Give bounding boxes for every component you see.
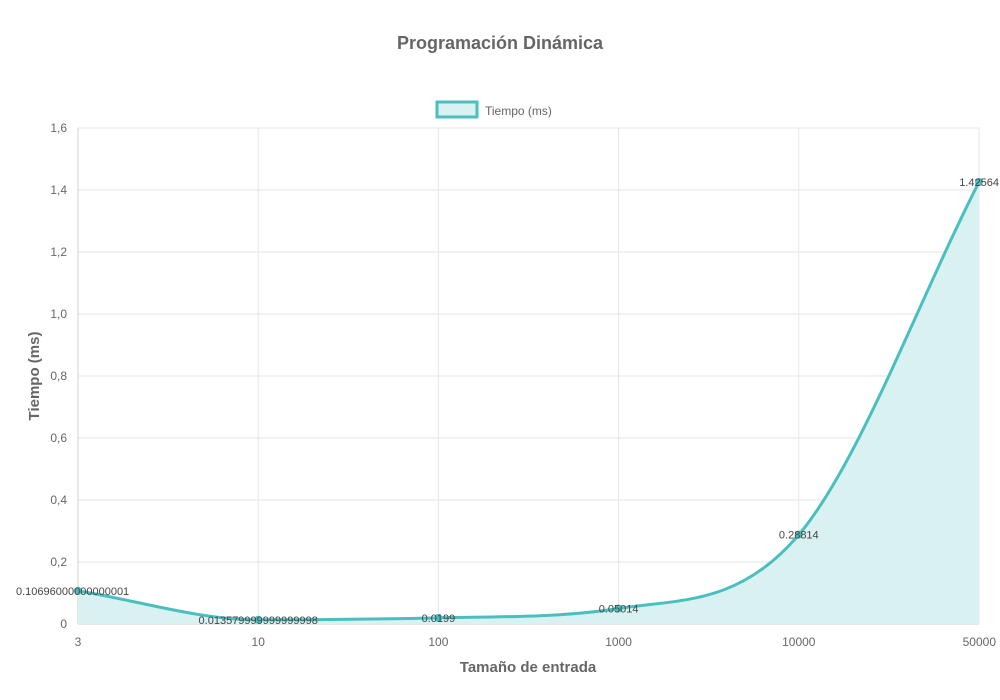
series-area xyxy=(78,182,979,624)
data-label: 0.05014 xyxy=(599,603,639,615)
legend[interactable]: Tiempo (ms) xyxy=(435,100,552,119)
y-tick-label: 0,6 xyxy=(50,431,67,445)
y-axis-title: Tiempo (ms) xyxy=(26,332,43,421)
data-label: 0.013579999999999998 xyxy=(199,615,318,627)
y-tick-label: 0 xyxy=(60,617,67,631)
x-tick-label: 10 xyxy=(252,635,266,649)
y-axis-ticks: 0 0,2 0,4 0,6 0,8 1,0 1,2 1,4 1,6 xyxy=(50,121,67,631)
data-point[interactable] xyxy=(614,604,623,613)
x-tick-label: 100 xyxy=(428,635,448,649)
y-tick-label: 0,2 xyxy=(50,555,67,569)
y-tick-label: 1,6 xyxy=(50,121,67,135)
data-label: 1.42564 xyxy=(959,177,999,189)
data-labels: 0.10696000000000001 0.013579999999999998 0… xyxy=(16,177,999,627)
legend-swatch xyxy=(435,100,479,119)
series-line xyxy=(77,181,981,622)
x-axis-ticks: 3 10 100 1000 10000 50000 xyxy=(75,635,997,649)
y-tick-label: 0,8 xyxy=(50,369,67,383)
y-tick-label: 1,4 xyxy=(50,183,67,197)
data-point[interactable] xyxy=(254,615,263,624)
data-point[interactable] xyxy=(434,613,443,622)
data-point[interactable] xyxy=(975,178,983,187)
y-tick-label: 1,2 xyxy=(50,245,67,259)
data-label: 0.28814 xyxy=(779,530,819,542)
data-label: 0.10696000000000001 xyxy=(16,586,129,598)
x-tick-label: 50000 xyxy=(963,635,997,649)
data-point[interactable] xyxy=(794,530,803,539)
x-axis-title: Tamaño de entrada xyxy=(460,659,597,676)
data-label: 0.0199 xyxy=(422,613,456,625)
data-point[interactable] xyxy=(74,586,82,595)
legend-label: Tiempo (ms) xyxy=(485,104,552,118)
x-tick-label: 3 xyxy=(75,635,82,649)
y-tick-label: 1,0 xyxy=(50,307,67,321)
y-tick-label: 0,4 xyxy=(50,493,67,507)
x-tick-label: 1000 xyxy=(605,635,632,649)
data-points xyxy=(74,178,983,624)
x-tick-label: 10000 xyxy=(782,635,816,649)
chart-title: Programación Dinámica xyxy=(397,33,604,53)
